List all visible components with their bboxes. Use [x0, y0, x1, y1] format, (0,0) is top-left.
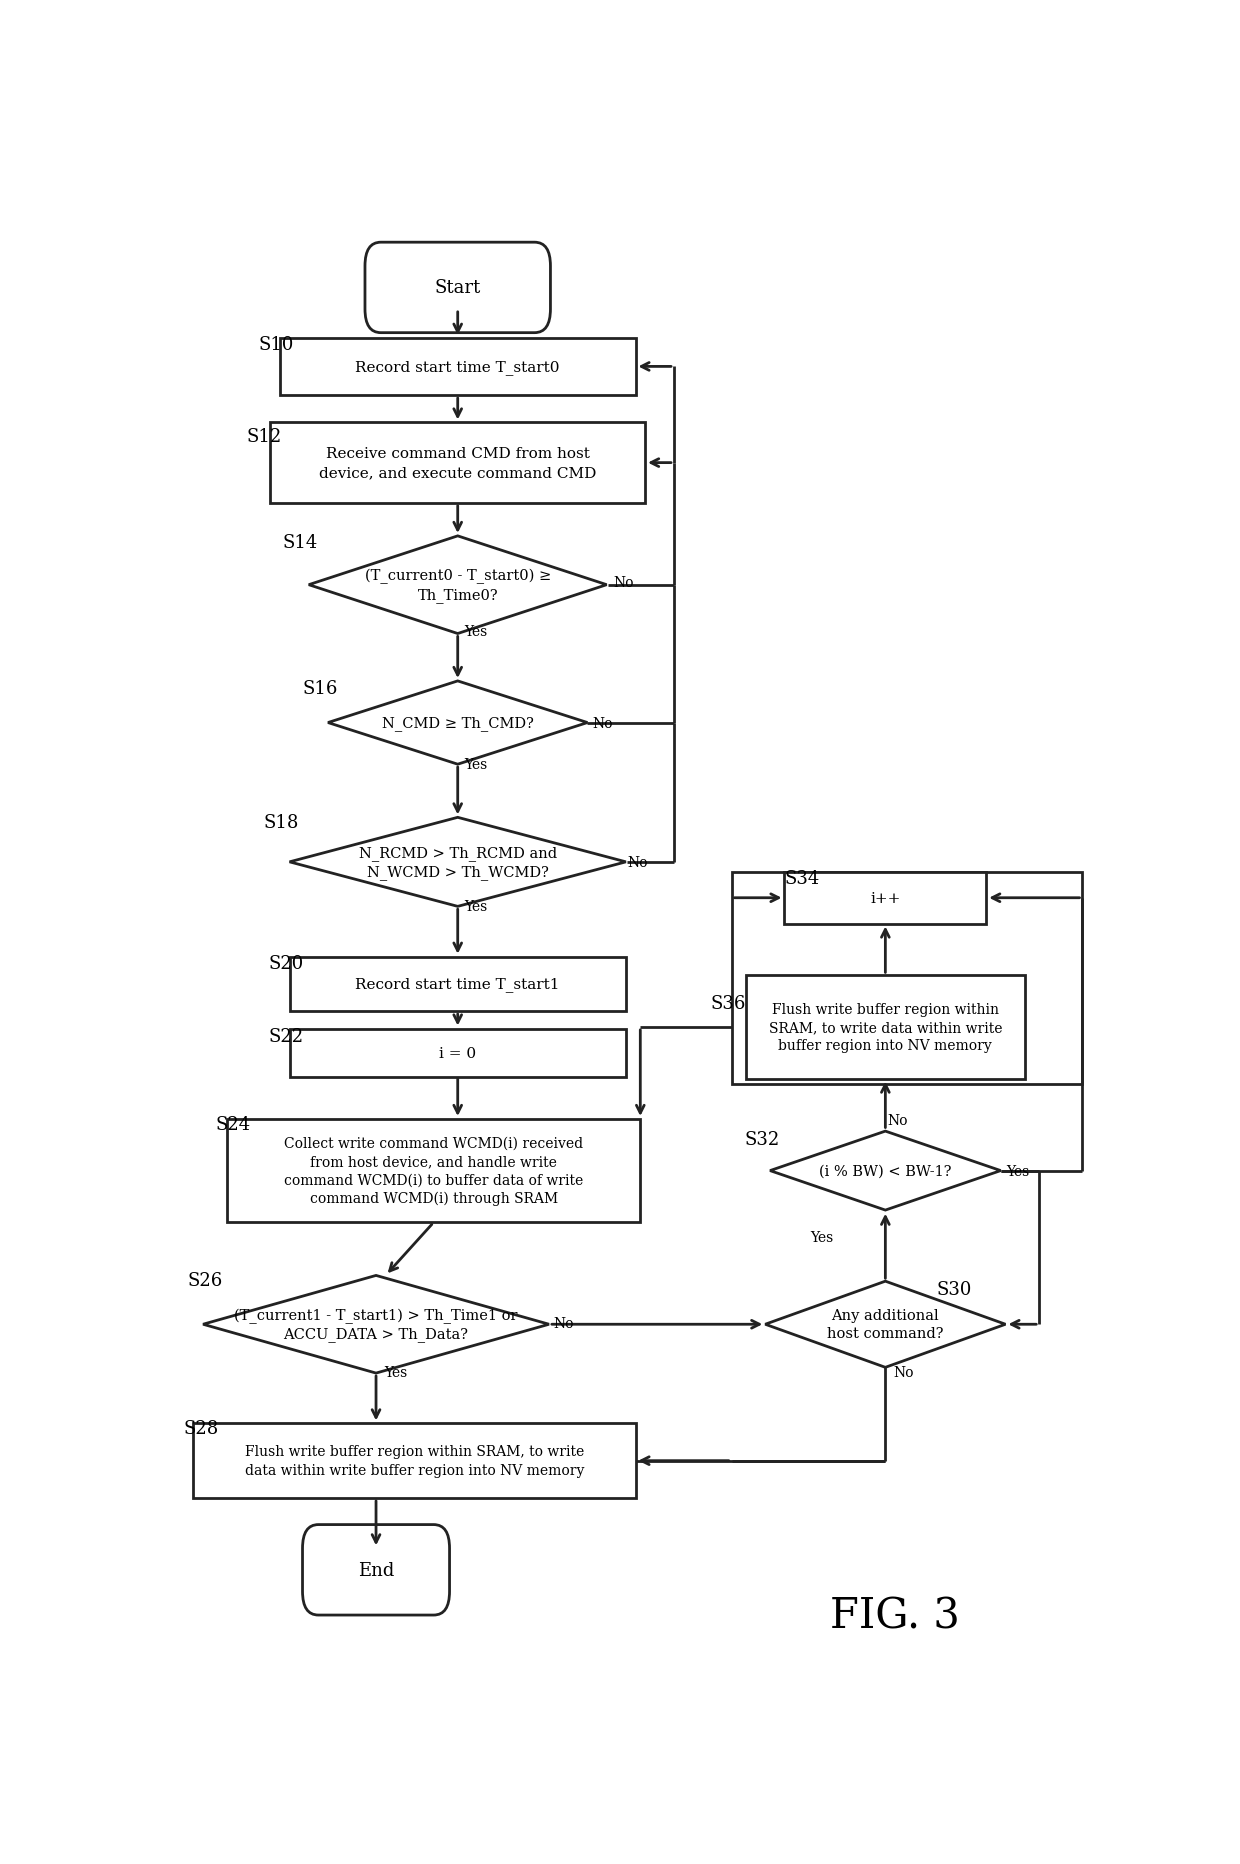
- Text: S20: S20: [268, 954, 304, 973]
- Bar: [785, 872, 986, 925]
- Text: Yes: Yes: [465, 759, 487, 772]
- Text: S34: S34: [785, 869, 820, 887]
- Bar: [290, 1029, 626, 1077]
- Text: N_RCMD > Th_RCMD and
N_WCMD > Th_WCMD?: N_RCMD > Th_RCMD and N_WCMD > Th_WCMD?: [358, 846, 557, 880]
- Bar: [270, 423, 645, 503]
- Text: Start: Start: [434, 280, 481, 296]
- Text: Any additional
host command?: Any additional host command?: [827, 1309, 944, 1340]
- Text: S14: S14: [283, 533, 319, 552]
- Text: S26: S26: [187, 1271, 223, 1290]
- Text: No: No: [614, 576, 634, 589]
- Text: Record start time T_start0: Record start time T_start0: [356, 360, 560, 375]
- Bar: [227, 1118, 640, 1223]
- Text: Collect write command WCMD(i) received
from host device, and handle write
comman: Collect write command WCMD(i) received f…: [284, 1137, 583, 1206]
- Text: Yes: Yes: [1007, 1163, 1029, 1178]
- Text: No: No: [893, 1364, 914, 1379]
- Polygon shape: [770, 1131, 1001, 1210]
- Polygon shape: [203, 1275, 549, 1374]
- Text: S18: S18: [264, 813, 299, 831]
- Text: Receive command CMD from host
device, and execute command CMD: Receive command CMD from host device, an…: [319, 447, 596, 479]
- Text: FIG. 3: FIG. 3: [830, 1596, 960, 1637]
- Polygon shape: [290, 818, 626, 908]
- Text: S32: S32: [744, 1131, 780, 1148]
- Text: i = 0: i = 0: [439, 1046, 476, 1061]
- Text: S16: S16: [303, 680, 337, 699]
- Polygon shape: [327, 682, 588, 764]
- Text: S28: S28: [184, 1419, 219, 1437]
- Polygon shape: [309, 537, 606, 634]
- Bar: [193, 1424, 635, 1499]
- Text: Flush write buffer region within
SRAM, to write data within write
buffer region : Flush write buffer region within SRAM, t…: [769, 1003, 1002, 1053]
- Text: No: No: [627, 856, 649, 869]
- Text: Record start time T_start1: Record start time T_start1: [356, 977, 560, 992]
- Text: (i % BW) < BW-1?: (i % BW) < BW-1?: [820, 1163, 951, 1178]
- Text: S10: S10: [259, 336, 294, 354]
- Text: i++: i++: [870, 891, 900, 906]
- Bar: [732, 872, 1083, 1085]
- Bar: [280, 339, 635, 395]
- Text: S24: S24: [216, 1115, 250, 1133]
- Text: N_CMD ≥ Th_CMD?: N_CMD ≥ Th_CMD?: [382, 716, 533, 731]
- FancyBboxPatch shape: [365, 242, 551, 334]
- Text: No: No: [593, 716, 613, 731]
- FancyBboxPatch shape: [303, 1525, 450, 1616]
- Text: S22: S22: [268, 1027, 304, 1046]
- Text: No: No: [554, 1316, 574, 1331]
- Text: S30: S30: [936, 1281, 972, 1297]
- Text: End: End: [358, 1560, 394, 1579]
- Text: S36: S36: [711, 994, 745, 1012]
- Text: Yes: Yes: [383, 1364, 407, 1379]
- Text: Yes: Yes: [810, 1230, 833, 1243]
- Text: Flush write buffer region within SRAM, to write
data within write buffer region : Flush write buffer region within SRAM, t…: [244, 1445, 584, 1476]
- Polygon shape: [765, 1281, 1006, 1368]
- Bar: [746, 975, 1024, 1079]
- Text: No: No: [888, 1113, 908, 1128]
- Text: Yes: Yes: [465, 900, 487, 913]
- Text: Yes: Yes: [465, 624, 487, 637]
- Text: (T_current0 - T_start0) ≥
Th_Time0?: (T_current0 - T_start0) ≥ Th_Time0?: [365, 569, 551, 602]
- Text: (T_current1 - T_start1) > Th_Time1 or
ACCU_DATA > Th_Data?: (T_current1 - T_start1) > Th_Time1 or AC…: [234, 1307, 518, 1342]
- Bar: [290, 956, 626, 1012]
- Text: S12: S12: [247, 427, 281, 445]
